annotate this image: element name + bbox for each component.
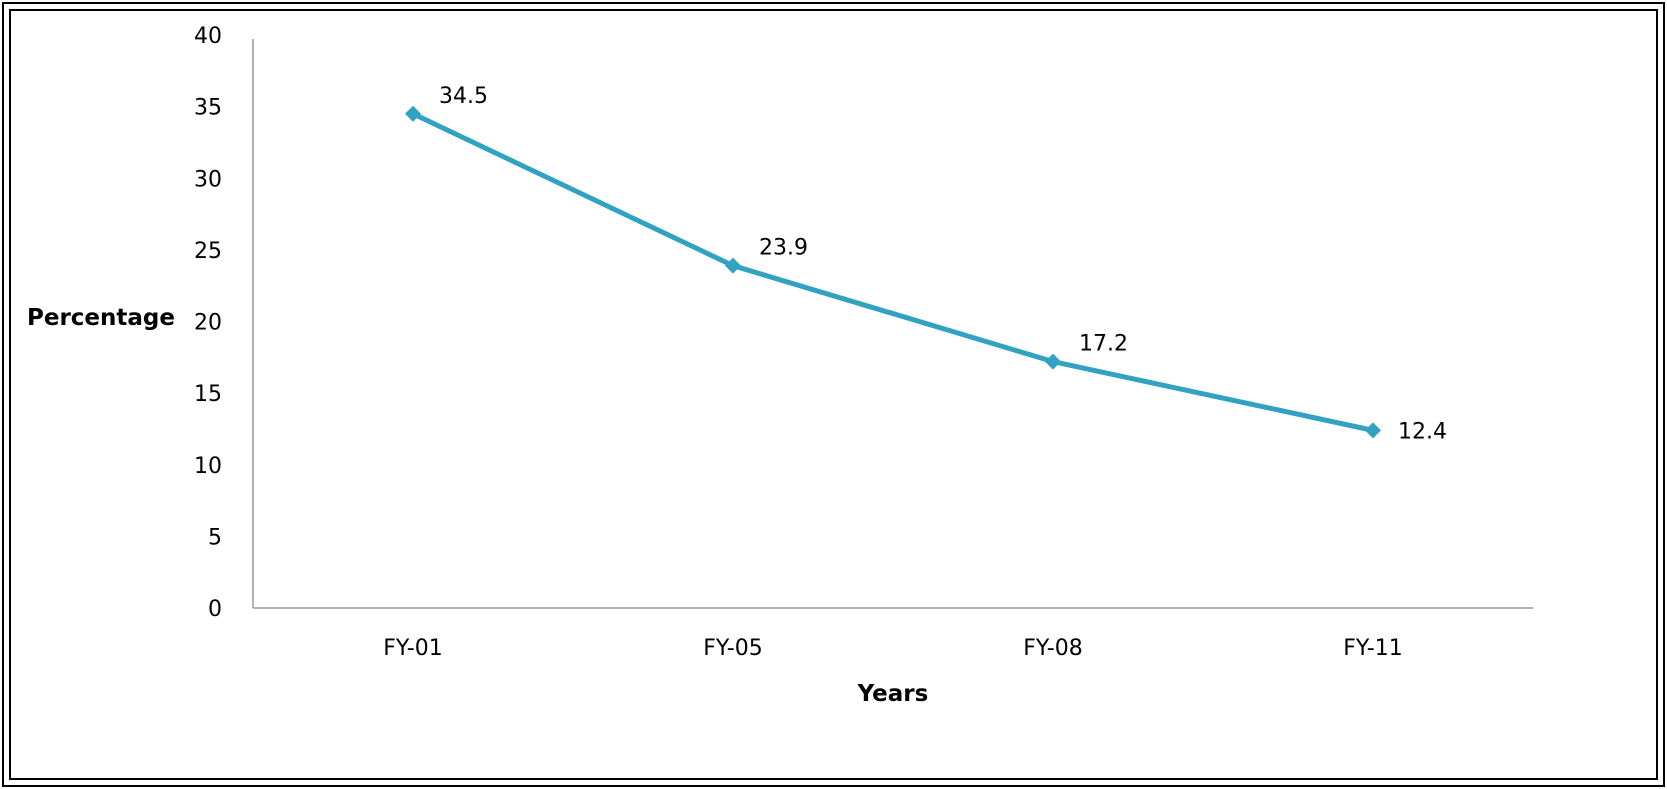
y-tick-label: 20 xyxy=(194,311,222,336)
data-point-marker xyxy=(725,257,741,274)
x-tick-label: FY-05 xyxy=(703,636,762,661)
y-tick-label: 30 xyxy=(194,167,222,192)
y-tick-labels: 0 5 10 15 20 25 30 35 40 xyxy=(194,24,222,622)
y-tick-label: 0 xyxy=(208,597,222,622)
x-tick-label: FY-01 xyxy=(383,636,442,661)
x-tick-label: FY-08 xyxy=(1023,636,1082,661)
series-group: 34.5 23.9 17.2 12.4 xyxy=(405,84,1447,444)
y-tick-label: 5 xyxy=(208,525,222,550)
data-label: 23.9 xyxy=(759,236,808,261)
axes xyxy=(252,39,1533,609)
chart-inner-border xyxy=(9,9,1658,780)
x-axis-title: Years xyxy=(857,681,929,707)
data-point-marker xyxy=(1365,422,1381,439)
data-label: 17.2 xyxy=(1079,332,1128,357)
y-tick-label: 15 xyxy=(194,382,222,407)
x-tick-label: FY-11 xyxy=(1343,636,1402,661)
data-label: 34.5 xyxy=(439,84,488,109)
y-axis-title: Percentage xyxy=(27,305,175,331)
series-line xyxy=(411,111,1374,433)
y-tick-label: 35 xyxy=(194,96,222,121)
y-tick-label: 10 xyxy=(194,454,222,479)
y-tick-label: 40 xyxy=(194,24,222,49)
data-point-marker xyxy=(1045,353,1061,370)
x-tick-labels: FY-01 FY-05 FY-08 FY-11 xyxy=(383,636,1402,661)
data-label: 12.4 xyxy=(1398,419,1447,444)
y-tick-label: 25 xyxy=(194,239,222,264)
data-point-marker xyxy=(405,105,421,122)
